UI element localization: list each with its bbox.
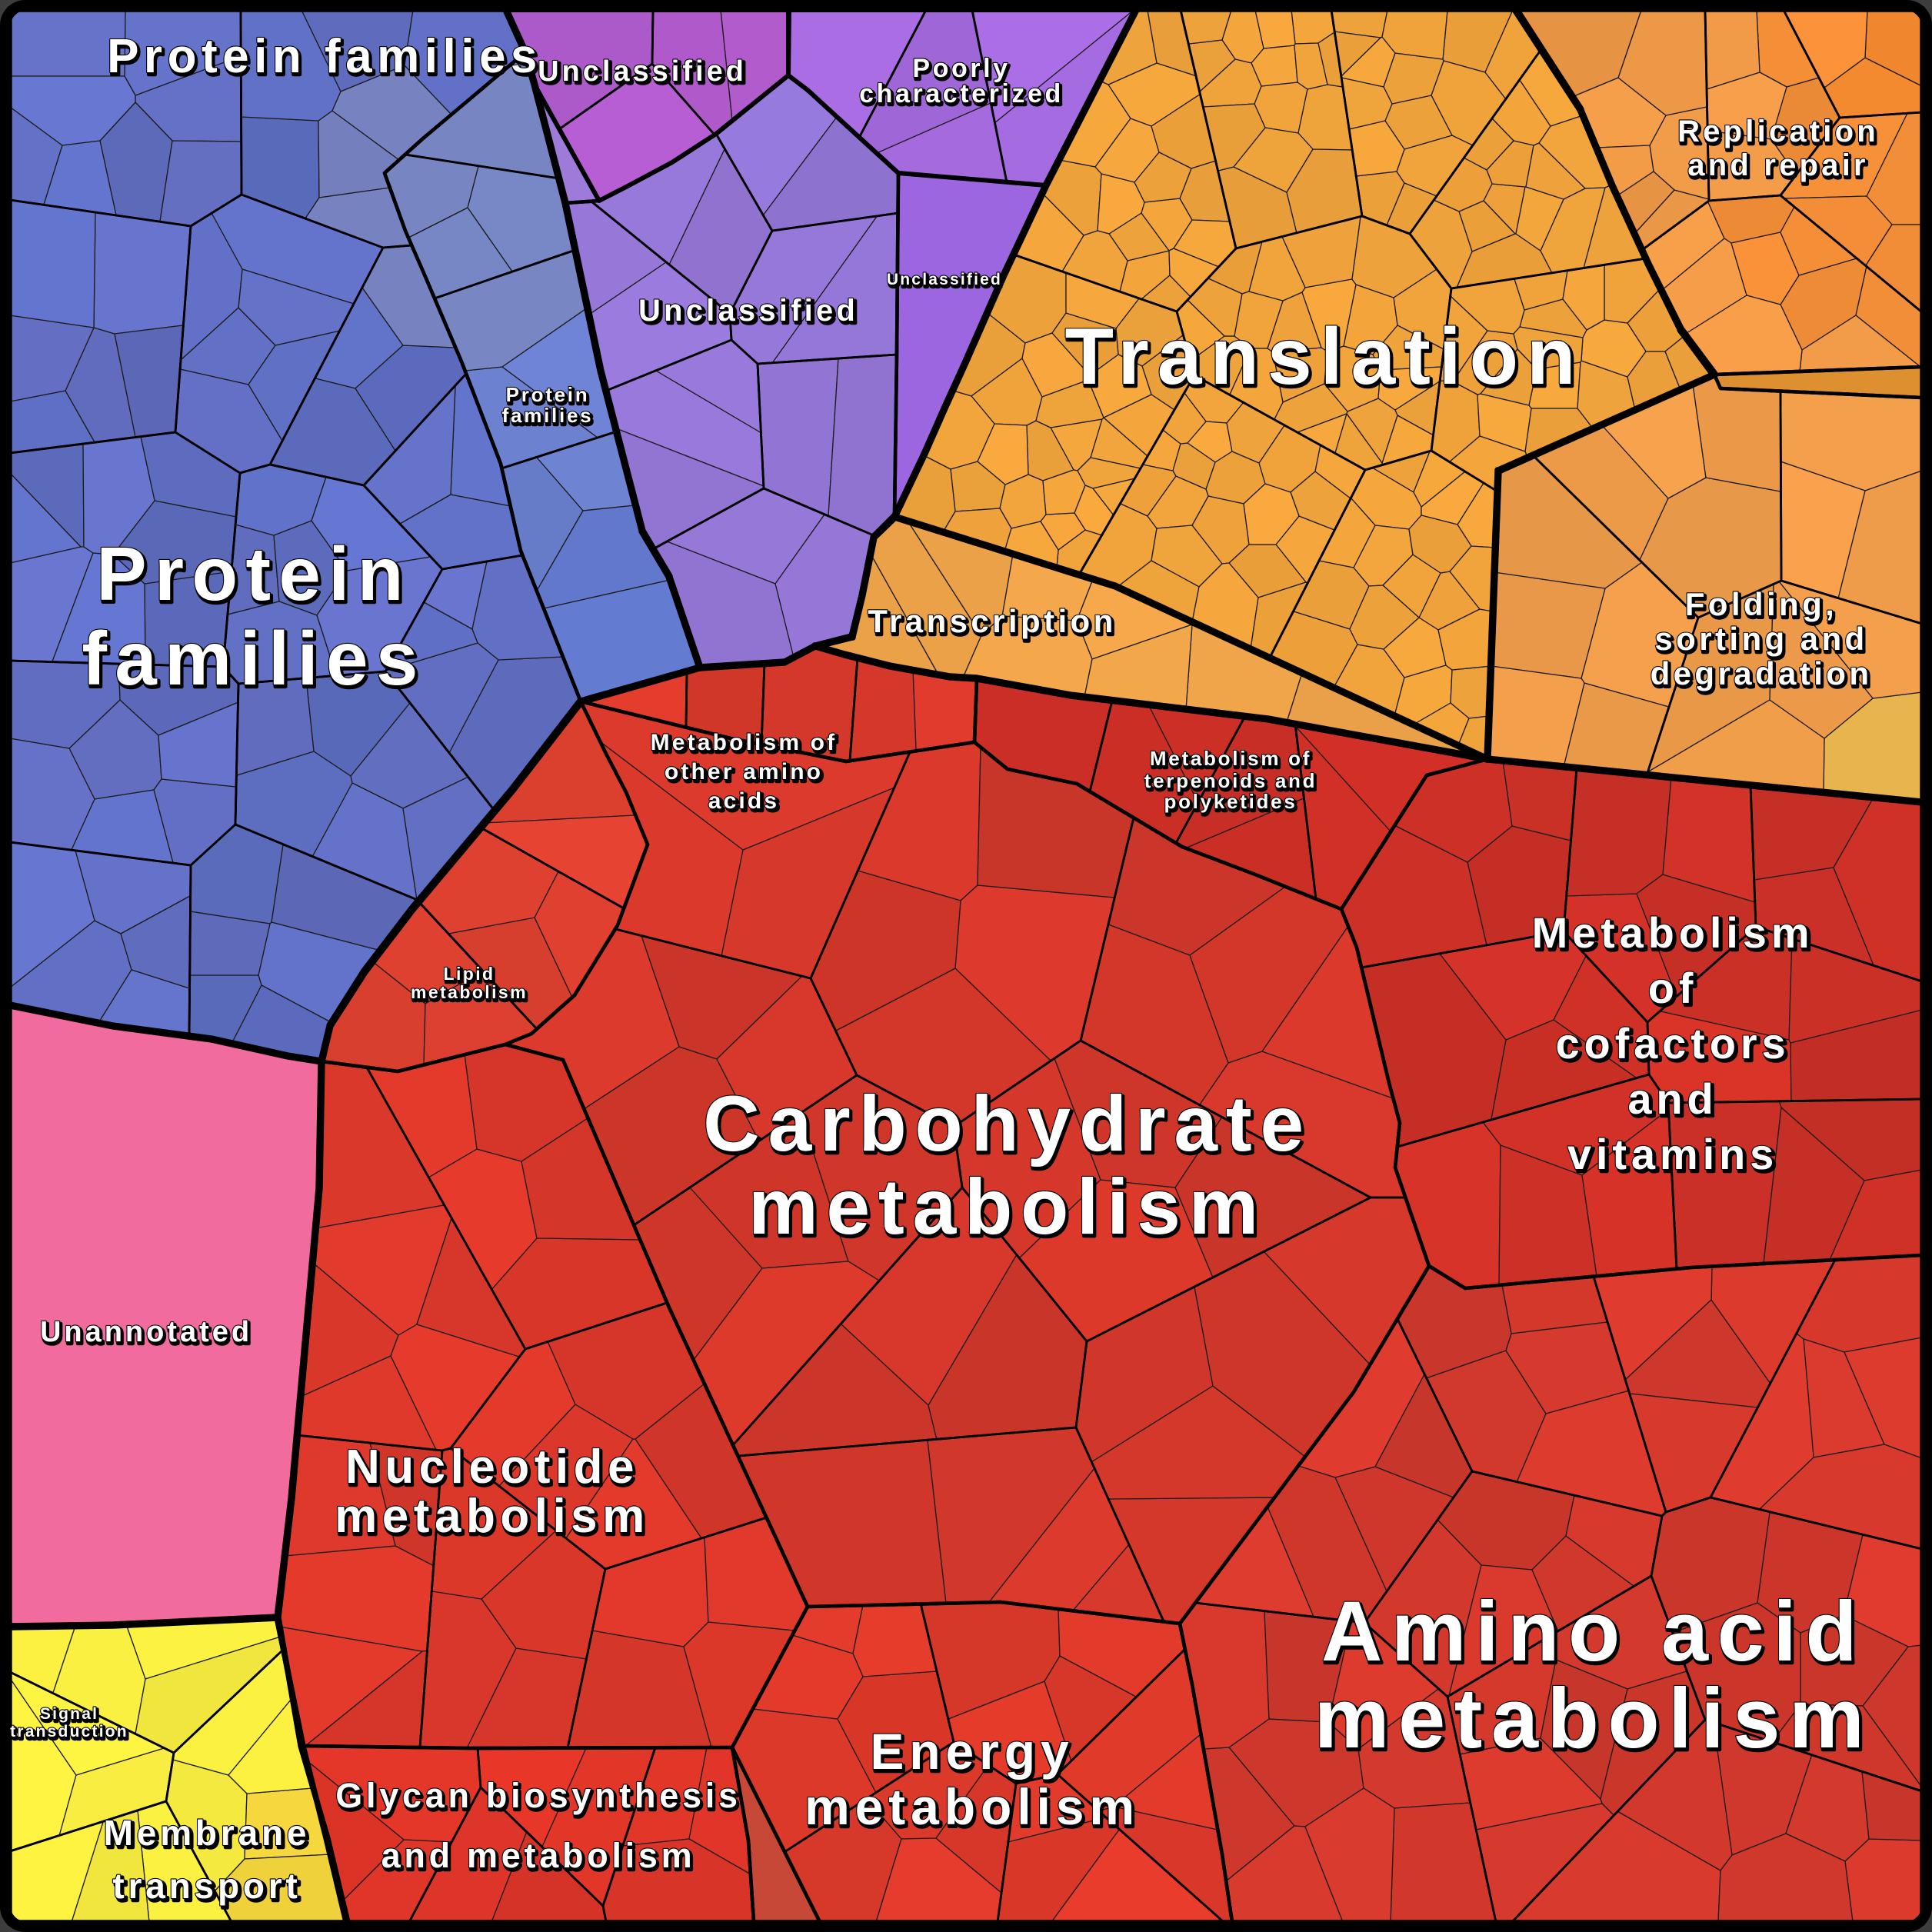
- svg-text:Membrane: Membrane: [106, 1815, 313, 1855]
- svg-text:Amino acid: Amino acid: [1321, 1584, 1866, 1679]
- svg-text:and repair: and repair: [1687, 148, 1868, 182]
- svg-text:characterized: characterized: [861, 82, 1065, 111]
- svg-text:metabolism: metabolism: [412, 984, 529, 1004]
- svg-text:Unclassified: Unclassified: [540, 58, 749, 90]
- svg-text:metabolism: metabolism: [804, 1778, 1140, 1835]
- svg-text:sorting and: sorting and: [1656, 623, 1869, 659]
- svg-text:Folding,: Folding,: [1685, 586, 1838, 622]
- svg-text:Unannotated: Unannotated: [42, 1318, 254, 1351]
- svg-text:metabolism: metabolism: [335, 1490, 650, 1543]
- svg-text:transport: transport: [115, 1868, 303, 1908]
- svg-text:transduction: transduction: [12, 1725, 130, 1743]
- svg-text:metabolism: metabolism: [411, 982, 528, 1002]
- svg-text:Nucleotide: Nucleotide: [347, 1443, 641, 1496]
- svg-text:transduction: transduction: [10, 1723, 128, 1740]
- svg-text:families: families: [502, 404, 594, 427]
- svg-text:Replication: Replication: [1677, 115, 1879, 148]
- svg-text:Unclassified: Unclassified: [638, 294, 858, 328]
- svg-text:Translation: Translation: [1065, 312, 1584, 401]
- svg-text:Metabolism of: Metabolism of: [653, 732, 840, 758]
- svg-text:families: families: [83, 618, 427, 703]
- svg-text:metabolism: metabolism: [806, 1780, 1141, 1837]
- svg-text:Poorly: Poorly: [914, 56, 1011, 85]
- svg-text:Folding,: Folding,: [1687, 588, 1840, 625]
- svg-text:degradation: degradation: [1652, 658, 1874, 694]
- svg-text:Unclassified: Unclassified: [887, 271, 1002, 288]
- svg-text:of: of: [1651, 966, 1700, 1014]
- svg-text:cofactors: cofactors: [1555, 1019, 1790, 1068]
- svg-text:Signal: Signal: [40, 1705, 98, 1723]
- svg-text:metabolism: metabolism: [750, 1165, 1268, 1253]
- svg-text:Signal: Signal: [42, 1707, 100, 1725]
- svg-text:other amino: other amino: [665, 759, 823, 784]
- svg-text:Translation: Translation: [1067, 315, 1586, 404]
- svg-text:Protein: Protein: [506, 383, 590, 406]
- svg-text:Metabolism: Metabolism: [1534, 911, 1817, 959]
- svg-text:polyketides: polyketides: [1164, 790, 1297, 813]
- svg-text:characterized: characterized: [859, 79, 1064, 108]
- svg-text:Metabolism: Metabolism: [1532, 908, 1814, 957]
- svg-text:other amino: other amino: [667, 761, 825, 787]
- svg-text:acids: acids: [711, 791, 781, 816]
- svg-text:families: families: [82, 616, 425, 701]
- svg-text:Carbohydrate: Carbohydrate: [703, 1080, 1312, 1168]
- svg-text:transport: transport: [112, 1866, 301, 1906]
- svg-text:cofactors: cofactors: [1557, 1021, 1792, 1070]
- svg-text:and metabolism: and metabolism: [383, 1838, 698, 1877]
- svg-text:Lipid: Lipid: [445, 966, 496, 986]
- svg-text:Nucleotide: Nucleotide: [345, 1441, 639, 1494]
- svg-text:sorting and: sorting and: [1654, 621, 1867, 657]
- svg-text:Glycan biosynthesis: Glycan biosynthesis: [337, 1778, 742, 1817]
- svg-text:Unclassified: Unclassified: [641, 296, 861, 330]
- svg-text:Lipid: Lipid: [443, 964, 495, 984]
- svg-text:metabolism: metabolism: [748, 1163, 1267, 1251]
- svg-text:Poorly: Poorly: [912, 54, 1010, 83]
- svg-text:metabolism: metabolism: [336, 1492, 651, 1545]
- svg-text:Transcription: Transcription: [869, 605, 1118, 641]
- svg-text:Metabolism of: Metabolism of: [651, 730, 838, 755]
- svg-text:Metabolism of: Metabolism of: [1150, 747, 1311, 770]
- svg-text:acids: acids: [708, 788, 779, 814]
- svg-text:Amino acid: Amino acid: [1323, 1587, 1867, 1681]
- svg-text:Glycan biosynthesis: Glycan biosynthesis: [335, 1776, 741, 1815]
- svg-text:Protein: Protein: [98, 534, 413, 618]
- svg-text:terpenoids and: terpenoids and: [1146, 771, 1319, 794]
- svg-text:Transcription: Transcription: [868, 603, 1116, 639]
- svg-text:Protein families: Protein families: [107, 30, 542, 83]
- svg-text:Protein: Protein: [96, 531, 411, 616]
- svg-text:and: and: [1627, 1074, 1717, 1123]
- svg-text:and repair: and repair: [1689, 151, 1870, 185]
- svg-text:vitamins: vitamins: [1567, 1130, 1778, 1178]
- svg-text:metabolism: metabolism: [1314, 1671, 1874, 1766]
- svg-text:polyketides: polyketides: [1165, 792, 1298, 815]
- svg-text:Membrane: Membrane: [104, 1813, 311, 1853]
- svg-text:metabolism: metabolism: [1316, 1674, 1875, 1768]
- svg-text:Energy: Energy: [870, 1723, 1074, 1780]
- svg-text:Carbohydrate: Carbohydrate: [705, 1082, 1314, 1170]
- svg-text:Metabolism of: Metabolism of: [1151, 749, 1313, 772]
- svg-text:vitamins: vitamins: [1570, 1132, 1780, 1181]
- svg-text:Energy: Energy: [871, 1725, 1075, 1782]
- svg-text:Unannotated: Unannotated: [40, 1316, 252, 1348]
- svg-text:and metabolism: and metabolism: [381, 1836, 696, 1875]
- svg-text:Unclassified: Unclassified: [888, 273, 1004, 291]
- svg-text:of: of: [1648, 964, 1698, 1012]
- svg-text:Protein families: Protein families: [108, 32, 544, 85]
- svg-text:terpenoids and: terpenoids and: [1144, 769, 1317, 792]
- svg-text:Protein: Protein: [508, 385, 591, 408]
- svg-text:Unclassified: Unclassified: [538, 55, 747, 88]
- svg-text:families: families: [504, 406, 595, 429]
- svg-text:Replication: Replication: [1679, 117, 1880, 151]
- svg-text:degradation: degradation: [1651, 655, 1873, 691]
- svg-text:and: and: [1630, 1077, 1720, 1125]
